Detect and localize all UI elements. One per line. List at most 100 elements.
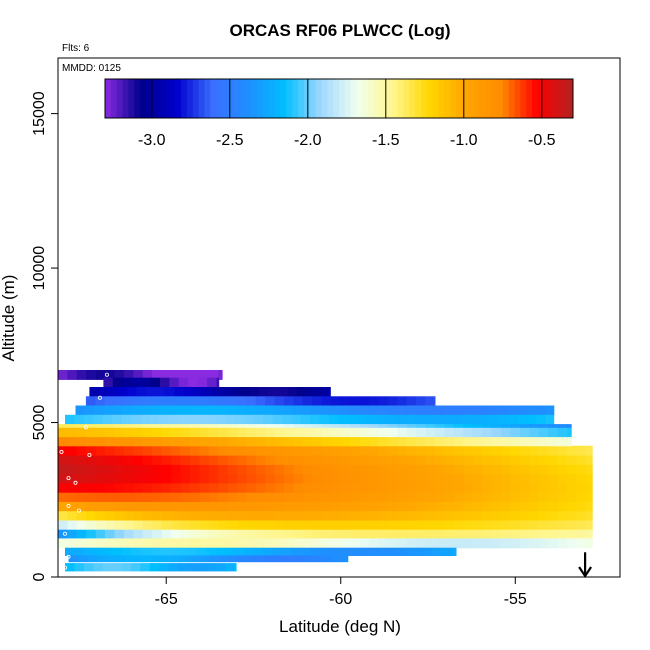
heatmap-cell [180, 424, 191, 428]
heatmap-cell [161, 529, 172, 539]
heatmap-cell [283, 396, 294, 407]
heatmap-cell [479, 414, 490, 425]
heatmap-cell [519, 519, 530, 530]
heatmap-cell [105, 482, 116, 493]
heatmap-cell [321, 538, 332, 549]
heatmap-cell [387, 519, 398, 530]
heatmap-cell [482, 492, 493, 502]
colorbar-segment [116, 79, 124, 118]
heatmap-cell [152, 370, 163, 380]
heatmap-cell [180, 510, 191, 521]
heatmap-cell [538, 427, 549, 438]
heatmap-cell [311, 405, 322, 416]
heatmap-cell [114, 501, 125, 512]
heatmap-cell [453, 482, 464, 493]
heatmap-cell [171, 464, 182, 475]
heatmap-cell [519, 538, 530, 549]
heatmap-cell [315, 387, 326, 397]
heatmap-cell [312, 424, 323, 428]
heatmap-cell [313, 555, 324, 563]
heatmap-cell [218, 482, 229, 493]
heatmap-cell [218, 445, 229, 456]
heatmap-cell [369, 529, 379, 539]
heatmap-cell [359, 538, 370, 549]
colorbar-segment [280, 79, 287, 118]
heatmap-cell [237, 473, 248, 484]
heatmap-cell [265, 538, 276, 549]
heatmap-cell [171, 455, 182, 465]
heatmap-cell [189, 427, 200, 438]
heatmap-cell [303, 455, 313, 465]
heatmap-cell [350, 424, 361, 428]
heatmap-cell [189, 455, 200, 465]
heatmap-cell [472, 510, 483, 521]
heatmap-cell [303, 538, 313, 549]
heatmap-cell [284, 482, 295, 493]
heatmap-cell [331, 510, 342, 521]
heatmap-cell [303, 464, 313, 475]
heatmap-cell [121, 414, 132, 425]
heatmap-cell [152, 519, 163, 530]
heatmap-cell [321, 464, 332, 475]
heatmap-cell [265, 510, 276, 521]
heatmap-cell [321, 445, 332, 456]
heatmap-cell [244, 547, 255, 556]
heatmap-cell [227, 455, 238, 465]
heatmap-cell [237, 445, 248, 456]
heatmap-cell [491, 519, 502, 530]
heatmap-cell [453, 529, 464, 539]
heatmap-cell [416, 482, 427, 493]
heatmap-cell [131, 414, 141, 425]
heatmap-cell [387, 538, 398, 549]
heatmap-cell [414, 405, 425, 416]
heatmap-cell [321, 501, 332, 512]
heatmap-cell [425, 492, 436, 502]
heatmap-cell [536, 414, 547, 425]
heatmap-cell [435, 492, 445, 502]
heatmap-cell [246, 492, 257, 502]
heatmap-cell [340, 519, 351, 530]
heatmap-cell [227, 538, 238, 549]
heatmap-cell [141, 377, 152, 388]
heatmap-cell [178, 547, 189, 556]
heatmap-cell [491, 492, 502, 502]
heatmap-cell [284, 538, 295, 549]
heatmap-cell [142, 538, 153, 549]
heatmap-cell [85, 396, 96, 407]
heatmap-cell [255, 445, 266, 456]
colorbar-frame [104, 78, 574, 119]
heatmap-cell [303, 492, 313, 502]
heatmap-cell [114, 427, 125, 438]
heatmap-cell [67, 482, 78, 493]
heatmap-cell [519, 455, 530, 465]
heatmap-cell [284, 519, 295, 530]
heatmap-cell [265, 445, 276, 456]
heatmap-cell [142, 370, 153, 380]
heatmap-cell [350, 436, 361, 447]
heatmap-cell [501, 464, 511, 475]
heatmap-cell [265, 501, 276, 512]
heatmap-cell [406, 473, 417, 484]
heatmap-cell [180, 436, 191, 447]
heatmap-cell [86, 424, 97, 428]
heatmap-cell [142, 482, 153, 493]
colorbar-segment [479, 79, 486, 118]
flights-note: Flts: 6 [62, 43, 90, 54]
heatmap-cell [340, 501, 351, 512]
colorbar-segment [426, 79, 434, 118]
colorbar-segment [502, 79, 510, 118]
heatmap-cell [246, 396, 257, 407]
heatmap-cell [416, 473, 427, 484]
heatmap-cell [95, 370, 106, 380]
heatmap-cell [191, 555, 201, 563]
heatmap-cell [161, 464, 172, 475]
heatmap-cell [246, 464, 257, 475]
heatmap-cell [93, 547, 104, 556]
heatmap-cell [548, 510, 559, 521]
heatmap-cell [95, 482, 106, 493]
heatmap-cell [180, 473, 191, 484]
heatmap-cell [585, 538, 593, 549]
heatmap-cell [180, 501, 191, 512]
heatmap-cell [501, 473, 511, 484]
heatmap-cell [416, 501, 427, 512]
